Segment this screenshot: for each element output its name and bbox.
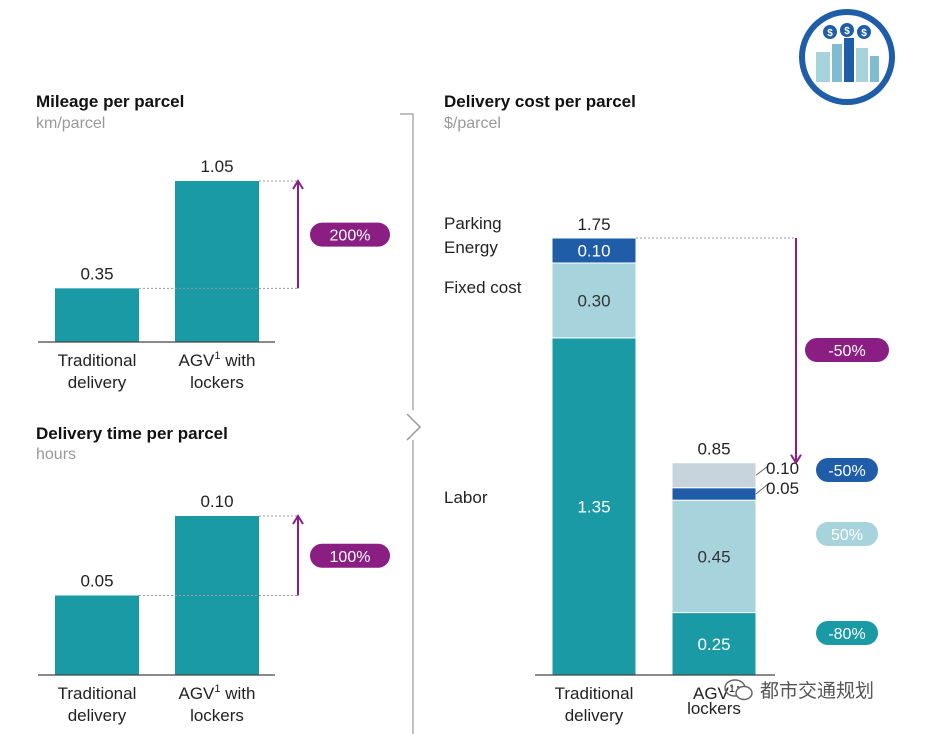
change-arrow-head — [292, 514, 304, 525]
bar-segment-parking — [671, 462, 757, 489]
wechat-icon — [724, 678, 753, 700]
panel-divider — [400, 113, 414, 734]
category-label: Traditional delivery — [58, 684, 137, 725]
category-label: Traditional delivery — [58, 351, 137, 392]
bar-agv — [175, 181, 259, 342]
bar-total-label: 0.85 — [697, 440, 730, 459]
bar-total-label: 1.75 — [577, 215, 610, 234]
series-name-label: Labor — [444, 488, 488, 507]
city-cost-logo: $ $ $ — [799, 9, 895, 105]
series-change-energy-label: -50% — [828, 463, 865, 480]
mileage-title: Mileage per parcel — [36, 92, 185, 111]
category-label: AGV1 with lockers — [179, 683, 256, 725]
change-arrow-head — [292, 179, 304, 190]
mileage-chart: 0.35 Traditional delivery 1.05 AGV1 with lock… — [38, 157, 390, 392]
bar-segment-labor — [671, 612, 757, 676]
bar-segment-energy — [671, 487, 757, 501]
bar-segment-labor — [551, 337, 637, 676]
cost-unit: $/parcel — [444, 115, 501, 132]
category-label: AGV1 with lockers — [179, 350, 256, 392]
svg-text:$: $ — [827, 28, 833, 39]
svg-text:$: $ — [861, 28, 867, 39]
mileage-unit: km/parcel — [36, 115, 106, 132]
panel-chevron — [406, 413, 422, 441]
series-name-label: Fixed cost — [444, 278, 522, 297]
bar-traditional — [55, 288, 139, 342]
segment-value-label: 0.10 — [577, 241, 610, 260]
series-change-labor-pill — [816, 621, 878, 645]
time-unit: hours — [36, 446, 77, 463]
change-label: 100% — [330, 549, 371, 566]
watermark: 都市交通规划 — [724, 676, 874, 703]
series-change-fixed-cost-label: 50% — [831, 527, 863, 544]
segment-value-label: 0.25 — [697, 635, 730, 654]
change-pill — [310, 543, 390, 568]
series-change-energy-pill — [816, 458, 878, 482]
bar-value-label: 0.10 — [200, 492, 233, 511]
leader-line-energy — [755, 483, 769, 495]
category-label: Traditional delivery — [555, 684, 634, 725]
series-name-label: Energy — [444, 238, 498, 257]
watermark-text: 都市交通规划 — [760, 680, 875, 702]
total-change-label: -50% — [828, 343, 865, 360]
segment-value-label: 0.30 — [577, 291, 610, 310]
bar-value-label: 0.05 — [80, 572, 113, 591]
bar-segment-energy — [551, 237, 637, 264]
segment-value-label: 0.05 — [766, 479, 799, 498]
segment-value-label: 0.10 — [766, 459, 799, 478]
bar-value-label: 1.05 — [200, 157, 233, 176]
bar-traditional — [55, 595, 139, 675]
total-change-arrow-head — [790, 454, 802, 465]
segment-value-label: 0.45 — [697, 547, 730, 566]
time-title: Delivery time per parcel — [36, 424, 228, 443]
segment-value-label: 1.35 — [577, 497, 610, 516]
series-change-fixed-cost-pill — [816, 522, 878, 546]
time-chart: 0.05 Traditional delivery 0.10 AGV1 with lock… — [38, 492, 390, 725]
change-pill — [310, 222, 390, 247]
bar-value-label: 0.35 — [80, 264, 113, 283]
series-change-labor-label: -80% — [828, 626, 865, 643]
cost-title: Delivery cost per parcel — [444, 92, 636, 111]
change-label: 200% — [330, 228, 371, 245]
leader-line-parking — [755, 465, 769, 476]
bar-segment-fixed-cost — [671, 499, 757, 614]
bar-segment-fixed-cost — [551, 262, 637, 339]
svg-text:$: $ — [844, 26, 850, 37]
series-name-label: Parking — [444, 214, 502, 233]
total-change-pill — [805, 338, 889, 362]
